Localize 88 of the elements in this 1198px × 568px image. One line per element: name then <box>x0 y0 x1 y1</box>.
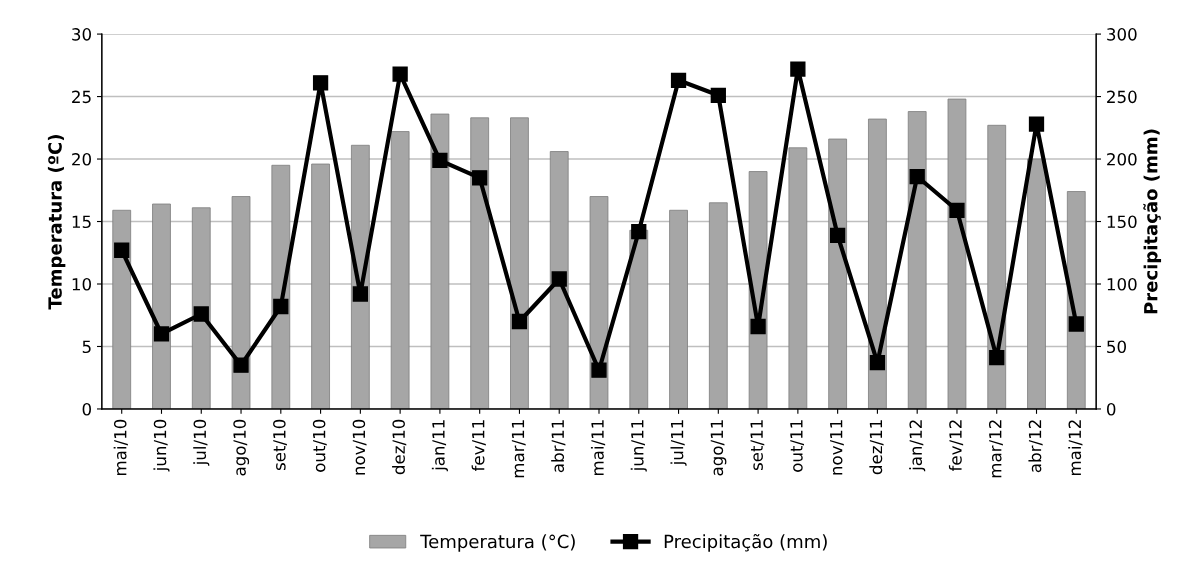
point <box>312 75 329 91</box>
x-tick-label: set/11 <box>750 420 765 471</box>
bar <box>1027 158 1046 409</box>
point <box>790 61 806 77</box>
y-tick-label: 5 <box>82 340 91 354</box>
x-tick-label: jan/11 <box>431 420 448 472</box>
y-tick-label: 0 <box>82 402 91 416</box>
bar <box>430 113 450 409</box>
y2-axis-title: Precipitação (mm) <box>1143 129 1162 314</box>
bar <box>191 207 211 409</box>
point <box>591 362 607 378</box>
x-tick-label: set/10 <box>273 419 287 471</box>
bar <box>311 163 330 409</box>
point <box>273 298 289 315</box>
bar <box>231 196 251 409</box>
x-tick-label: mar/12 <box>988 420 1003 478</box>
bar <box>629 229 649 409</box>
x-tick-label: mai/11 <box>590 420 606 476</box>
x-tick-label: fev/11 <box>471 420 486 472</box>
x-tick-label: nov/11 <box>830 420 844 475</box>
point <box>233 357 249 373</box>
x-tick-label: jun/11 <box>630 420 647 472</box>
x-tick-label: ago/11 <box>710 420 727 476</box>
x-tick-label: jul/11 <box>670 420 687 466</box>
x-tick-label: jun/10 <box>153 419 170 472</box>
bar <box>868 118 887 409</box>
point <box>989 350 1005 366</box>
legend-label: Temperatura (°C) <box>420 534 575 552</box>
point <box>670 72 687 88</box>
point <box>352 286 368 302</box>
bar <box>549 151 569 409</box>
y-tick-label: 25 <box>72 90 91 104</box>
point <box>1028 116 1045 132</box>
point <box>432 152 448 168</box>
point <box>710 87 726 103</box>
legend-label: Precipitação (mm) <box>664 533 827 552</box>
y-tick-label: 15 <box>72 215 91 229</box>
x-tick-label: abr/12 <box>1028 420 1043 473</box>
bar <box>708 202 728 409</box>
point <box>153 326 170 342</box>
y2-tick-label: 300 <box>1107 28 1137 41</box>
point <box>909 168 925 185</box>
x-tick-label: nov/10 <box>352 419 367 475</box>
point <box>392 66 408 82</box>
x-tick-label: mai/10 <box>113 419 128 476</box>
x-tick-label: dez/11 <box>869 420 884 475</box>
bar <box>788 147 808 409</box>
bar <box>828 138 848 409</box>
bar <box>510 117 529 409</box>
bar <box>907 111 927 409</box>
point <box>631 223 647 240</box>
x-tick-label: fev/12 <box>948 420 964 472</box>
point <box>511 313 528 330</box>
bar <box>271 164 291 409</box>
bar <box>390 131 410 409</box>
bar <box>470 117 490 409</box>
y-tick-label: 10 <box>72 277 91 291</box>
y-tick-label: 30 <box>72 28 91 41</box>
point <box>869 355 886 371</box>
point <box>1068 316 1084 332</box>
y2-tick-label: 150 <box>1107 215 1137 229</box>
bar <box>112 209 132 409</box>
x-tick-label: abr/11 <box>551 420 566 473</box>
y2-tick-label: 100 <box>1107 277 1137 291</box>
y2-tick-label: 250 <box>1107 90 1137 104</box>
x-tick-label: jul/10 <box>193 419 210 466</box>
x-tick-label: out/11 <box>790 420 805 472</box>
bar <box>152 203 171 409</box>
point <box>114 242 130 258</box>
y2-tick-label: 200 <box>1107 153 1137 166</box>
point <box>193 306 209 322</box>
x-tick-label: mar/11 <box>511 420 526 478</box>
y2-tick-label: 0 <box>1106 402 1116 416</box>
x-tick-label: dez/10 <box>392 419 407 475</box>
y-tick-label: 20 <box>72 153 91 166</box>
x-tick-label: mai/12 <box>1068 420 1083 476</box>
point <box>949 202 965 218</box>
point <box>750 318 766 335</box>
point <box>472 170 488 186</box>
y-axis-title: Temperatura (ºC) <box>47 135 66 310</box>
x-tick-label: ago/10 <box>233 419 250 476</box>
point <box>830 227 846 243</box>
x-tick-label: jan/12 <box>909 420 926 472</box>
point <box>551 271 567 287</box>
x-tick-label: out/10 <box>312 419 327 472</box>
y2-tick-label: 50 <box>1107 340 1126 354</box>
bar <box>669 209 688 409</box>
bar <box>947 98 967 409</box>
